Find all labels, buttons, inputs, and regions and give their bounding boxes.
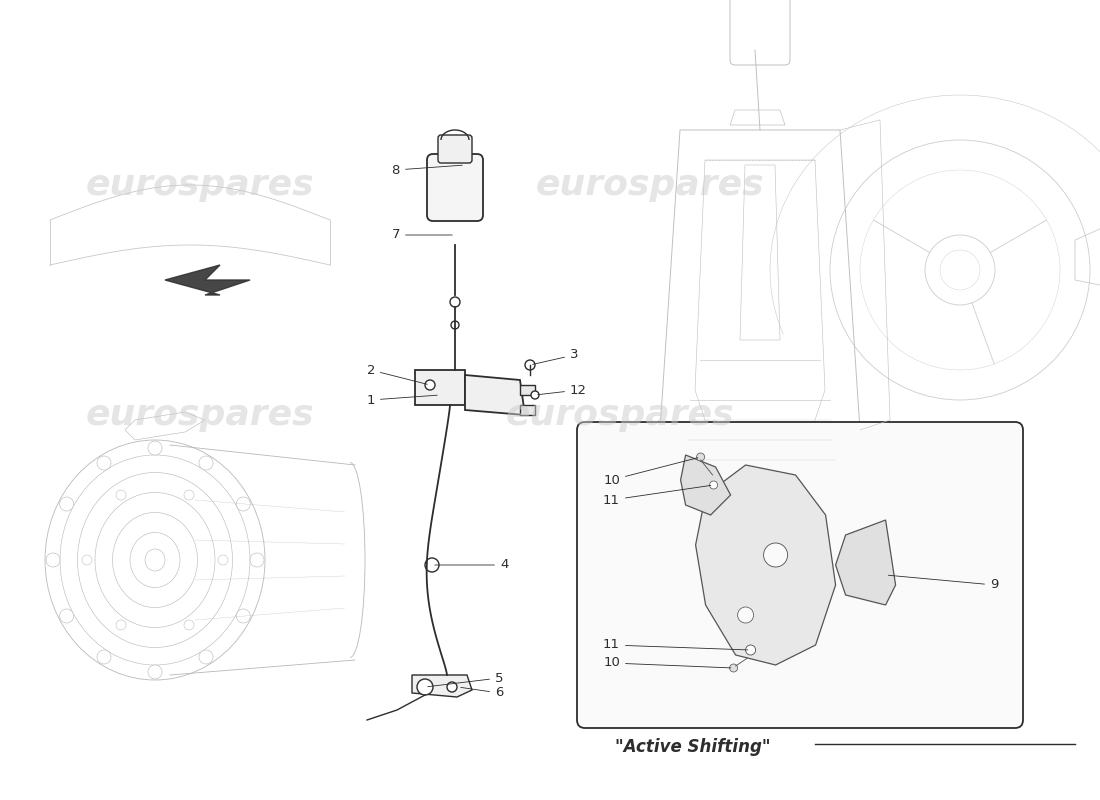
Polygon shape <box>520 405 535 415</box>
Circle shape <box>729 664 738 672</box>
Text: eurospares: eurospares <box>86 168 315 202</box>
Circle shape <box>82 555 92 565</box>
Polygon shape <box>681 455 730 515</box>
Text: 2: 2 <box>366 363 427 384</box>
Circle shape <box>451 321 459 329</box>
FancyBboxPatch shape <box>438 135 472 163</box>
Circle shape <box>236 497 251 511</box>
Text: 4: 4 <box>434 558 508 571</box>
FancyBboxPatch shape <box>578 422 1023 728</box>
Text: 10: 10 <box>603 657 730 670</box>
Polygon shape <box>412 675 472 697</box>
Circle shape <box>59 497 74 511</box>
Circle shape <box>525 360 535 370</box>
Circle shape <box>425 558 439 572</box>
Circle shape <box>531 391 539 399</box>
Circle shape <box>116 490 127 500</box>
Circle shape <box>97 650 111 664</box>
Text: 6: 6 <box>461 686 504 699</box>
Circle shape <box>710 481 717 489</box>
Text: 1: 1 <box>366 394 437 406</box>
Text: 9: 9 <box>889 575 999 591</box>
Text: eurospares: eurospares <box>536 168 764 202</box>
Circle shape <box>46 553 60 567</box>
Circle shape <box>199 650 213 664</box>
Text: "Active Shifting": "Active Shifting" <box>615 738 770 756</box>
Text: 12: 12 <box>538 383 587 397</box>
Circle shape <box>199 456 213 470</box>
Polygon shape <box>165 265 250 295</box>
Text: 7: 7 <box>392 229 452 242</box>
Text: 8: 8 <box>392 163 462 177</box>
Circle shape <box>148 665 162 679</box>
Circle shape <box>184 620 194 630</box>
Circle shape <box>447 682 456 692</box>
Circle shape <box>218 555 228 565</box>
Polygon shape <box>836 520 895 605</box>
Text: eurospares: eurospares <box>86 398 315 432</box>
FancyBboxPatch shape <box>427 154 483 221</box>
Text: eurospares: eurospares <box>506 398 735 432</box>
Circle shape <box>97 456 111 470</box>
Circle shape <box>184 490 194 500</box>
Text: 5: 5 <box>428 671 504 686</box>
Circle shape <box>425 380 435 390</box>
Text: 3: 3 <box>532 349 579 364</box>
Text: 11: 11 <box>603 638 748 651</box>
Circle shape <box>250 553 264 567</box>
Circle shape <box>417 679 433 695</box>
Polygon shape <box>520 385 535 395</box>
Circle shape <box>116 620 127 630</box>
Circle shape <box>236 609 251 623</box>
Circle shape <box>59 609 74 623</box>
Circle shape <box>738 607 754 623</box>
Polygon shape <box>465 375 525 415</box>
Polygon shape <box>415 370 465 405</box>
Polygon shape <box>695 465 836 665</box>
Text: 10: 10 <box>603 458 697 486</box>
Circle shape <box>746 645 756 655</box>
Circle shape <box>763 543 788 567</box>
Text: 11: 11 <box>603 486 711 506</box>
Circle shape <box>450 297 460 307</box>
Circle shape <box>696 453 705 461</box>
Circle shape <box>148 441 162 455</box>
